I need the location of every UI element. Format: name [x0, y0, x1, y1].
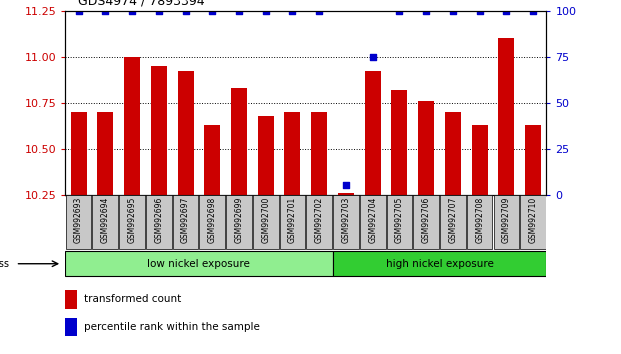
Bar: [284, 112, 301, 195]
Point: [207, 8, 217, 13]
Point: [127, 8, 137, 13]
Bar: [391, 90, 407, 195]
Point: [394, 8, 404, 13]
Bar: [471, 125, 487, 195]
Point: [74, 8, 84, 13]
Text: GSM992693: GSM992693: [74, 197, 83, 243]
Point: [421, 8, 431, 13]
Bar: [258, 115, 274, 195]
FancyBboxPatch shape: [467, 195, 492, 249]
Bar: [445, 112, 461, 195]
FancyBboxPatch shape: [199, 195, 225, 249]
FancyBboxPatch shape: [226, 195, 252, 249]
Text: high nickel exposure: high nickel exposure: [386, 259, 494, 269]
Text: GSM992695: GSM992695: [127, 197, 137, 243]
Bar: [178, 72, 194, 195]
Text: percentile rank within the sample: percentile rank within the sample: [84, 321, 260, 332]
Text: GSM992696: GSM992696: [154, 197, 163, 243]
FancyBboxPatch shape: [360, 195, 386, 249]
Bar: [65, 318, 77, 336]
Point: [234, 8, 244, 13]
Text: GSM992703: GSM992703: [342, 197, 350, 243]
FancyBboxPatch shape: [440, 195, 466, 249]
Text: GSM992700: GSM992700: [261, 197, 270, 243]
Text: GSM992701: GSM992701: [288, 197, 297, 243]
Text: GSM992710: GSM992710: [528, 197, 538, 243]
FancyBboxPatch shape: [119, 195, 145, 249]
FancyBboxPatch shape: [279, 195, 306, 249]
Bar: [338, 193, 354, 195]
Point: [314, 8, 324, 13]
Point: [474, 8, 484, 13]
FancyBboxPatch shape: [387, 195, 412, 249]
Point: [368, 54, 378, 59]
Bar: [418, 101, 434, 195]
Text: GSM992699: GSM992699: [235, 197, 243, 243]
Point: [261, 8, 271, 13]
Point: [288, 8, 297, 13]
Point: [154, 8, 164, 13]
FancyBboxPatch shape: [520, 195, 546, 249]
Bar: [311, 112, 327, 195]
Bar: [525, 125, 541, 195]
Text: GSM992702: GSM992702: [315, 197, 324, 243]
Point: [181, 8, 191, 13]
FancyBboxPatch shape: [414, 195, 439, 249]
Text: GDS4974 / 7893394: GDS4974 / 7893394: [78, 0, 204, 7]
FancyBboxPatch shape: [333, 195, 359, 249]
Text: GSM992698: GSM992698: [208, 197, 217, 243]
Point: [101, 8, 111, 13]
FancyBboxPatch shape: [306, 195, 332, 249]
FancyBboxPatch shape: [173, 195, 198, 249]
Bar: [231, 88, 247, 195]
Text: GSM992705: GSM992705: [395, 197, 404, 243]
Text: GSM992709: GSM992709: [502, 197, 511, 243]
Bar: [365, 72, 381, 195]
Text: low nickel exposure: low nickel exposure: [147, 259, 250, 269]
FancyBboxPatch shape: [253, 195, 279, 249]
Bar: [498, 38, 514, 195]
FancyBboxPatch shape: [65, 251, 333, 276]
FancyBboxPatch shape: [333, 251, 546, 276]
Bar: [204, 125, 220, 195]
Bar: [97, 112, 114, 195]
FancyBboxPatch shape: [494, 195, 519, 249]
Text: stress: stress: [0, 259, 9, 269]
FancyBboxPatch shape: [146, 195, 171, 249]
Text: GSM992707: GSM992707: [448, 197, 458, 243]
Bar: [124, 57, 140, 195]
Point: [341, 183, 351, 188]
Text: transformed count: transformed count: [84, 295, 182, 304]
Point: [528, 8, 538, 13]
Point: [448, 8, 458, 13]
Text: GSM992694: GSM992694: [101, 197, 110, 243]
Bar: [65, 290, 77, 308]
FancyBboxPatch shape: [66, 195, 91, 249]
Bar: [151, 66, 167, 195]
Text: GSM992708: GSM992708: [475, 197, 484, 243]
Text: GSM992697: GSM992697: [181, 197, 190, 243]
FancyBboxPatch shape: [93, 195, 118, 249]
Point: [501, 8, 511, 13]
Text: GSM992706: GSM992706: [422, 197, 430, 243]
Text: GSM992704: GSM992704: [368, 197, 377, 243]
Bar: [71, 112, 86, 195]
